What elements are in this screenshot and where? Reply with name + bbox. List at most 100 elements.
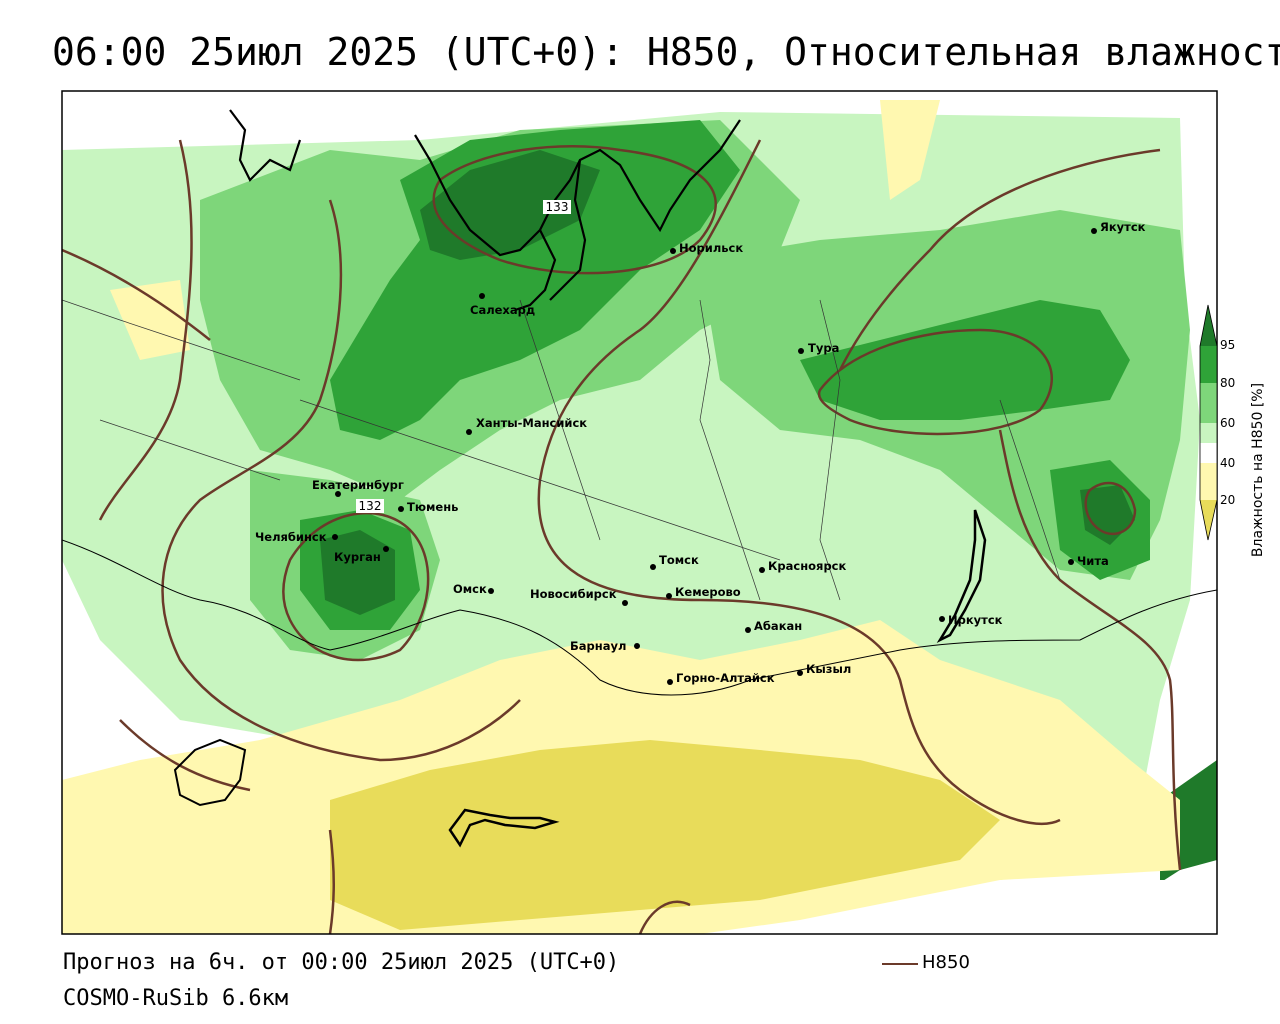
boundaries [62,109,1217,848]
city-label: Чита [1077,554,1109,568]
humidity-area-95 [320,530,395,615]
colorbar-tick: 60 [1220,416,1235,430]
h850-contour [838,148,1161,371]
city-tomsk: Томск [650,553,699,570]
humidity-area-80 [800,300,1130,420]
h850-contour [432,145,717,275]
city-label: Омск [453,582,487,596]
humidity-area-20 [330,740,1000,930]
city-label: Курган [334,550,381,564]
h850-legend-line [882,963,918,965]
city-label: Барнаул [570,639,626,653]
lake-baikal [936,509,987,644]
city-tyumen: Тюмень [398,500,458,514]
city-irkutsk: Иркутск [939,613,1003,627]
city-abakan: Абакан [745,619,802,633]
city-norilsk: Норильск [670,241,743,255]
colorbar: 95 80 60 40 20 Влажность на H850 [%] [1199,304,1266,557]
contour-label: 133 [546,200,569,214]
outside-domain [1080,860,1217,934]
contour-label-box [356,499,384,513]
colorbar-bottom-triangle [1200,500,1217,540]
forecast-info: Прогноз на 6ч. от 00:00 25июл 2025 (UTC+… [63,950,620,975]
colorbar-top-triangle [1200,305,1217,346]
city-gorno-altaysk: Горно-Алтайск [667,671,775,685]
humidity-area-30 [110,280,190,360]
contour-label-box [543,200,571,214]
city-chita: Чита [1068,554,1109,568]
city-chelyabinsk: Челябинск [255,530,338,544]
city-barnaul: Барнаул [570,639,640,653]
map-title: 06:00 25июл 2025 (UTC+0): H850, Относите… [52,30,1280,74]
city-label: Челябинск [255,530,327,544]
city-yakutsk: Якутск [1091,220,1146,234]
h850-contour [98,139,193,521]
city-label: Ханты-Мансийск [476,416,587,430]
colorbar-tick: 80 [1220,376,1235,390]
colorbar-tick: 40 [1220,456,1235,470]
h850-contour [62,248,211,341]
city-tura: Тура [798,341,839,355]
city-label: Норильск [679,241,743,255]
h850-contour [119,719,251,792]
colorbar-tick: 95 [1220,338,1235,352]
city-label: Якутск [1100,220,1146,234]
h850-legend-label: H850 [922,952,970,973]
coastline [514,229,557,312]
city-label: Салехард [470,303,535,317]
colorbar-segment-80 [1200,383,1217,423]
map-frame [61,90,1218,935]
h850-contour [817,328,1053,436]
region-border [999,399,1061,581]
h850-contour [161,199,521,762]
city-label: Иркутск [948,613,1003,627]
humidity-field [62,100,1217,934]
city-label: Кемерово [675,585,741,599]
lake-balkhash [448,808,560,848]
contour-labels: 133 132 [356,200,571,513]
coastline [414,119,741,257]
city-kyzyl: Кызыл [797,662,851,676]
colorbar-segment-50 [1200,443,1217,463]
colorbar-tick: 20 [1220,493,1235,507]
colorbar-segment-60 [1200,423,1217,443]
h850-contour [537,139,1061,825]
humidity-area-95 [1080,485,1135,545]
humidity-area-95 [420,150,600,260]
water-body [173,738,247,807]
h850-contour [282,511,430,662]
colorbar-segment-95 [1200,346,1217,383]
h850-contours [62,139,1182,934]
h850-contour [1084,481,1137,536]
colorbar-title: Влажность на H850 [%] [1250,383,1266,557]
city-label: Абакан [754,619,802,633]
city-markers: Якутск Норильск Салехард Тура Ханты-Манс… [255,220,1146,685]
colorbar-outline [1199,304,1218,541]
region-border [299,399,781,561]
contour-label: 132 [359,499,382,513]
city-label: Томск [659,553,699,567]
city-krasnoyarsk: Красноярск [759,559,846,573]
city-label: Горно-Алтайск [676,671,775,685]
humidity-area-30 [880,100,940,200]
city-kurgan: Курган [334,546,389,564]
city-khanty-mansiysk: Ханты-Мансийск [466,416,587,435]
city-yekaterinburg: Екатеринбург [312,478,404,497]
h850-contour [638,900,691,934]
state-border [62,539,1217,696]
region-border [819,299,841,601]
city-label: Новосибирск [530,587,617,601]
region-border [62,299,301,381]
region-border [699,299,761,601]
h850-contour [328,829,335,934]
city-label: Тура [808,341,839,355]
city-label: Тюмень [407,500,458,514]
coastline [549,159,587,301]
region-border [99,419,281,481]
region-border [519,299,601,541]
colorbar-segment-40 [1200,463,1217,500]
model-name: COSMO-RuSib 6.6км [63,986,289,1011]
city-kemerovo: Кемерово [666,585,741,599]
city-salekhard: Салехард [470,293,535,317]
